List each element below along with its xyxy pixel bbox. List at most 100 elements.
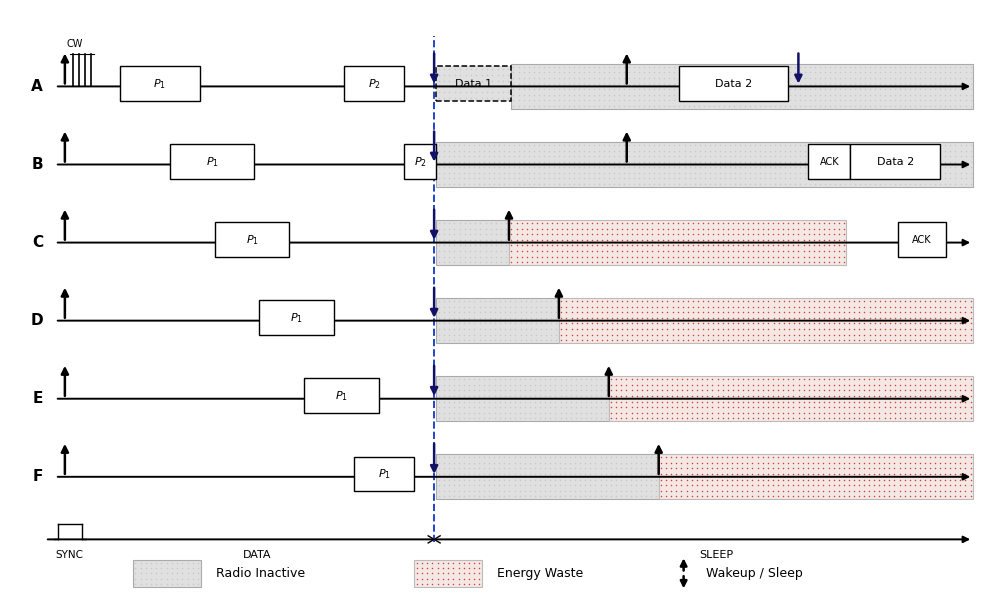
Point — [912, 480, 928, 490]
Point — [578, 464, 594, 473]
Point — [532, 414, 548, 423]
Point — [462, 235, 478, 244]
Point — [471, 397, 487, 406]
Point — [795, 408, 811, 417]
Point — [543, 336, 559, 345]
Point — [832, 79, 848, 88]
Point — [531, 95, 547, 105]
Point — [441, 492, 457, 501]
Point — [695, 374, 711, 384]
Point — [616, 68, 632, 77]
Point — [770, 302, 786, 312]
Point — [835, 486, 851, 495]
Text: ACK: ACK — [819, 157, 839, 167]
Point — [583, 486, 599, 495]
Point — [563, 391, 579, 401]
Point — [687, 179, 703, 189]
Point — [634, 408, 650, 417]
Point — [749, 475, 765, 485]
Point — [660, 224, 676, 234]
Point — [589, 224, 605, 234]
Point — [695, 235, 711, 244]
Point — [169, 579, 185, 589]
Point — [942, 452, 958, 462]
Point — [559, 324, 575, 334]
Point — [912, 90, 928, 100]
Point — [694, 492, 710, 501]
Point — [817, 179, 833, 189]
Point — [731, 235, 747, 244]
Point — [775, 402, 791, 412]
Point — [548, 330, 564, 339]
Point — [625, 252, 641, 261]
Point — [466, 308, 482, 317]
Point — [431, 319, 447, 328]
Point — [709, 475, 725, 485]
Point — [497, 414, 513, 423]
Point — [796, 73, 812, 83]
Point — [624, 380, 640, 390]
Point — [466, 168, 482, 178]
Point — [892, 151, 908, 161]
Point — [709, 464, 725, 473]
Point — [679, 475, 695, 485]
Point — [471, 480, 487, 490]
Point — [675, 257, 691, 267]
Point — [927, 402, 943, 412]
Point — [578, 480, 594, 490]
Point — [820, 452, 836, 462]
Point — [604, 302, 620, 312]
Point — [578, 374, 594, 384]
Point — [827, 157, 843, 166]
Point — [476, 380, 492, 390]
Point — [526, 79, 542, 88]
Point — [760, 330, 776, 339]
Point — [461, 480, 477, 490]
Point — [645, 302, 661, 312]
Point — [471, 140, 487, 150]
Point — [594, 302, 610, 312]
Point — [456, 380, 472, 390]
Point — [962, 95, 978, 105]
Point — [835, 252, 851, 261]
Point — [747, 101, 762, 111]
Point — [531, 90, 547, 100]
Point — [952, 296, 968, 306]
Point — [806, 73, 822, 83]
Point — [781, 68, 797, 77]
Point — [747, 79, 762, 88]
Point — [837, 73, 853, 83]
Point — [175, 558, 191, 567]
Point — [436, 64, 452, 74]
Point — [492, 330, 508, 339]
Point — [609, 414, 625, 423]
Point — [436, 313, 452, 322]
Point — [538, 336, 554, 345]
Point — [760, 302, 776, 312]
Point — [507, 386, 523, 395]
Point — [807, 146, 823, 156]
Point — [770, 402, 786, 412]
Point — [942, 480, 958, 490]
Point — [866, 402, 882, 412]
Point — [679, 458, 695, 468]
Point — [651, 101, 667, 111]
Point — [812, 73, 828, 83]
Point — [821, 302, 837, 312]
Point — [694, 486, 710, 495]
Point — [731, 330, 747, 339]
Point — [927, 62, 943, 72]
Point — [624, 374, 640, 384]
Point — [504, 257, 520, 267]
Point — [604, 414, 620, 423]
Point — [755, 386, 771, 395]
Point — [761, 151, 777, 161]
Point — [579, 252, 595, 261]
Point — [932, 391, 948, 401]
Point — [861, 408, 877, 417]
Point — [741, 257, 756, 267]
Point — [659, 391, 675, 401]
Point — [486, 475, 502, 485]
Point — [551, 73, 567, 83]
Point — [876, 302, 892, 312]
